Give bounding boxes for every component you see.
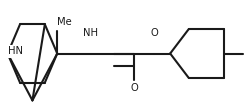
Text: HN: HN bbox=[8, 46, 22, 56]
Text: NH: NH bbox=[83, 28, 98, 38]
Text: O: O bbox=[130, 83, 138, 93]
Text: Me: Me bbox=[57, 17, 72, 27]
Text: O: O bbox=[150, 28, 157, 38]
